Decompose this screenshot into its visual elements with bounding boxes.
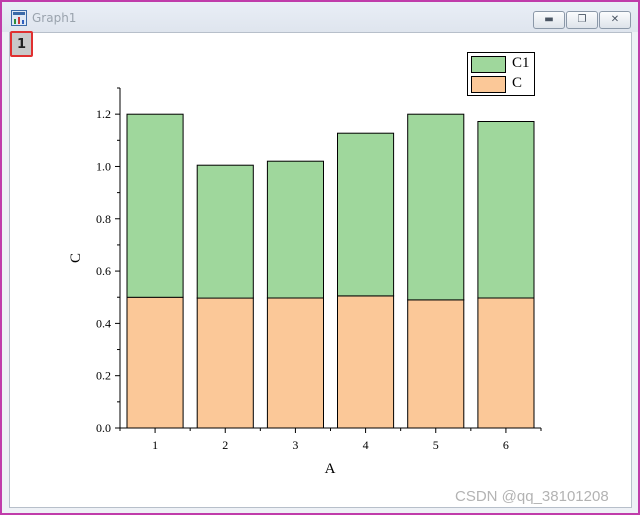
legend-label-c: C	[512, 75, 523, 91]
y-axis-label: C	[68, 253, 84, 263]
bar-c-3[interactable]	[266, 297, 324, 429]
watermark: CSDN @qq_38101208	[455, 488, 609, 505]
bar-c1-5[interactable]	[407, 113, 465, 301]
legend-swatch-c	[471, 76, 506, 93]
bar-c-6[interactable]	[477, 297, 535, 429]
minimize-button[interactable]: ▬	[533, 11, 565, 29]
bar-c-4[interactable]	[337, 295, 395, 429]
bar-c1-4[interactable]	[337, 132, 395, 297]
y-tick-label: 0.2	[96, 369, 111, 383]
restore-button[interactable]: ❐	[566, 11, 598, 29]
y-tick-label: 0.8	[96, 212, 111, 226]
x-tick-label: 6	[503, 438, 509, 452]
legend-label-c1: C1	[512, 55, 530, 71]
bar-c-1[interactable]	[126, 296, 184, 429]
minimize-icon: ▬	[544, 14, 554, 25]
close-button[interactable]: ✕	[599, 11, 631, 29]
legend-item-c: C	[468, 74, 534, 94]
legend-swatch-c1	[471, 56, 506, 73]
legend-item-c1: C1	[468, 54, 534, 74]
layer-indicator-button[interactable]: 1	[10, 31, 33, 57]
x-ticks-group: 1 2 3 4 5 6	[119, 428, 542, 452]
close-icon: ✕	[610, 14, 620, 25]
x-tick-label: 1	[152, 438, 158, 452]
x-tick-label: 2	[222, 438, 228, 452]
y-tick-label: 1.2	[96, 107, 111, 121]
bar-c-2[interactable]	[196, 297, 254, 429]
x-tick-label: 4	[363, 438, 369, 452]
graph-window-icon	[11, 10, 27, 26]
bars-group	[126, 113, 535, 429]
x-tick-label: 3	[292, 438, 298, 452]
y-tick-label: 0.6	[96, 264, 111, 278]
window-title: Graph1	[32, 11, 77, 25]
y-tick-label: 1.0	[96, 159, 111, 173]
x-axis-label: A	[325, 461, 336, 477]
bar-c-5[interactable]	[407, 299, 465, 429]
x-tick-label: 5	[433, 438, 439, 452]
title-bar[interactable]: Graph1 ▬ ❐ ✕	[2, 2, 638, 32]
bar-c1-1[interactable]	[126, 113, 184, 298]
restore-icon: ❐	[577, 14, 587, 25]
chart-legend[interactable]: C1 C	[467, 52, 535, 96]
y-ticks-group: 0.0 0.2 0.4 0.6 0.8 1.0 1.2	[96, 87, 120, 435]
bar-c1-3[interactable]	[266, 160, 324, 299]
y-tick-label: 0.4	[96, 316, 111, 330]
bar-c1-6[interactable]	[477, 121, 535, 299]
y-tick-label: 0.0	[96, 421, 111, 435]
bar-c1-2[interactable]	[196, 164, 254, 299]
